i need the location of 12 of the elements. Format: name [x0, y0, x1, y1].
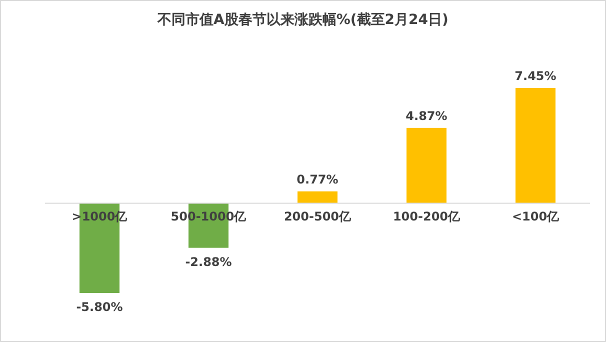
x-tick-label: 100-200亿: [392, 209, 462, 224]
chart-title: 不同市值A股春节以来涨跌幅%(截至2月24日): [156, 11, 448, 28]
bar: [516, 88, 556, 204]
data-label: -2.88%: [185, 254, 232, 269]
x-tick-label: 200-500亿: [284, 209, 352, 224]
bar: [406, 128, 446, 204]
data-label: -5.80%: [76, 300, 123, 314]
data-label: 0.77%: [296, 172, 338, 186]
bar: [298, 191, 338, 204]
x-tick-label: <100亿: [512, 209, 560, 224]
data-label: 7.45%: [514, 69, 556, 83]
data-label: 4.87%: [406, 108, 448, 123]
